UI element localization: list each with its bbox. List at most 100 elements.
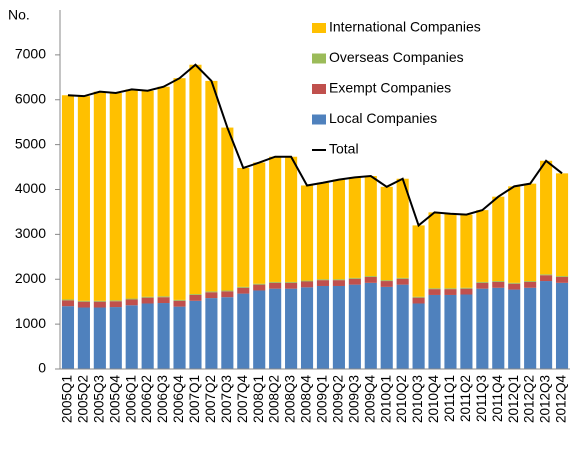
bar-segment bbox=[492, 281, 505, 282]
bar-segment bbox=[412, 297, 425, 304]
x-tick-label: 2011Q3 bbox=[474, 375, 489, 422]
x-tick-label: 2005Q2 bbox=[75, 375, 90, 423]
bar-segment bbox=[157, 303, 170, 369]
bar-segment bbox=[205, 291, 218, 293]
bar-segment bbox=[396, 284, 409, 369]
bar-segment bbox=[269, 281, 282, 283]
bar-segment bbox=[348, 278, 361, 285]
bar-segment bbox=[189, 294, 202, 301]
x-tick-label: 2007Q2 bbox=[203, 375, 218, 423]
bar-segment bbox=[364, 176, 377, 277]
bar-segment bbox=[253, 283, 266, 285]
bar-segment bbox=[492, 196, 505, 282]
bar-segment bbox=[253, 290, 266, 369]
bar-segment bbox=[460, 294, 473, 369]
bar-segment bbox=[508, 186, 521, 283]
bar-segment bbox=[476, 288, 489, 369]
bar-segment bbox=[221, 127, 234, 291]
bar-segment bbox=[269, 288, 282, 369]
bar-segment bbox=[109, 307, 122, 369]
bar-segment bbox=[348, 284, 361, 369]
bar-segment bbox=[540, 281, 553, 369]
x-tick-label: 2005Q4 bbox=[107, 375, 122, 424]
bar-segment bbox=[93, 300, 106, 302]
x-tick-label: 2009Q1 bbox=[315, 375, 330, 423]
bar-segment bbox=[460, 287, 473, 289]
bar-segment bbox=[221, 290, 234, 292]
bar-segment bbox=[237, 293, 250, 369]
legend-swatch bbox=[312, 84, 326, 94]
x-tick-label: 2008Q1 bbox=[251, 375, 266, 423]
bar-segment bbox=[237, 287, 250, 294]
x-tick-label: 2009Q3 bbox=[346, 375, 361, 423]
bar-segment bbox=[540, 275, 553, 282]
bar-segment bbox=[269, 156, 282, 282]
bar-segment bbox=[141, 90, 154, 297]
bar-segment bbox=[555, 173, 569, 277]
bar-segment bbox=[77, 96, 90, 301]
bar-segment bbox=[253, 284, 266, 291]
bar-segment bbox=[476, 282, 489, 289]
bar-segment bbox=[460, 214, 473, 288]
bar-segment bbox=[141, 297, 154, 304]
bar-segment bbox=[380, 286, 393, 369]
legend-label: Overseas Companies bbox=[329, 49, 464, 65]
bar-segment bbox=[396, 178, 409, 278]
bar-segment bbox=[205, 80, 218, 292]
legend-label: International Companies bbox=[329, 19, 481, 35]
bar-segment bbox=[508, 289, 521, 369]
bar-segment bbox=[444, 213, 457, 289]
bar-segment bbox=[332, 179, 345, 280]
bar-segment bbox=[524, 183, 537, 282]
bar-segment bbox=[77, 300, 90, 302]
total-line bbox=[67, 63, 563, 228]
bar-segment bbox=[61, 299, 75, 301]
bar-segment bbox=[460, 288, 473, 295]
bar-segment bbox=[300, 281, 314, 288]
bar-segment bbox=[300, 185, 314, 281]
bar-segment bbox=[444, 289, 457, 295]
x-tick-label: 2009Q2 bbox=[330, 375, 345, 423]
x-tick-label: 2010Q3 bbox=[410, 375, 425, 423]
bar-segment bbox=[332, 285, 345, 369]
bar-segment bbox=[61, 95, 75, 300]
y-tick-label: 2000 bbox=[15, 270, 46, 286]
bar-segment bbox=[396, 277, 409, 279]
x-tick-label: 2012Q2 bbox=[522, 375, 537, 423]
bar-segment bbox=[157, 86, 170, 297]
bar-segment bbox=[412, 303, 425, 369]
bar-segment bbox=[492, 287, 505, 369]
bar-segment bbox=[157, 296, 170, 298]
bar-segment bbox=[555, 277, 569, 283]
x-tick-label: 2011Q1 bbox=[442, 375, 457, 422]
bar-segment bbox=[269, 282, 282, 289]
bar-segment bbox=[316, 182, 330, 280]
bar-segment bbox=[428, 288, 441, 290]
bar-segment bbox=[221, 297, 234, 369]
x-tick-label: 2009Q4 bbox=[362, 375, 377, 424]
x-tick-label: 2011Q2 bbox=[458, 375, 473, 422]
bar-segment bbox=[173, 299, 186, 301]
bar-segment bbox=[364, 277, 377, 283]
bar-segment bbox=[316, 279, 330, 281]
bar-segment bbox=[364, 282, 377, 369]
bar-segment bbox=[476, 210, 489, 282]
bar-segment bbox=[189, 300, 202, 369]
x-tick-label: 2010Q4 bbox=[426, 375, 441, 424]
bar-segment bbox=[444, 294, 457, 369]
x-tick-label: 2005Q1 bbox=[60, 375, 75, 423]
bar-segment bbox=[125, 305, 138, 369]
bar-segment bbox=[300, 287, 314, 369]
bar-segment bbox=[428, 289, 441, 295]
bar-segment bbox=[109, 300, 122, 302]
bar-segment bbox=[524, 281, 537, 288]
x-tick-label: 2006Q3 bbox=[155, 375, 170, 423]
bar-segment bbox=[555, 282, 569, 369]
bar-segment bbox=[125, 299, 138, 306]
legend-swatch bbox=[312, 53, 326, 64]
bar-segment bbox=[508, 283, 521, 290]
x-tick-label: 2011Q4 bbox=[490, 375, 505, 423]
bar-segment bbox=[316, 280, 330, 286]
x-tick-label: 2012Q3 bbox=[538, 375, 553, 423]
